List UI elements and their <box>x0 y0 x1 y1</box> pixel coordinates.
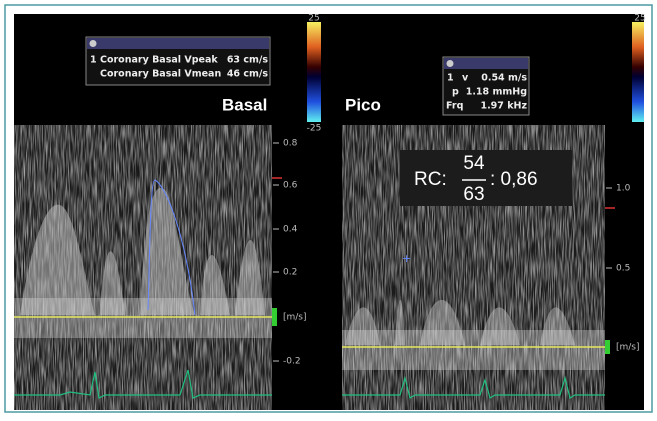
left-info-box: 1 Coronary Basal Vpeak 63 cm/s Coronary … <box>85 36 271 86</box>
info-label: v <box>462 73 469 84</box>
tick-label: 0.8 <box>283 139 298 149</box>
info-value: 0.54 m/s <box>481 73 527 84</box>
rc-denominator: 63 <box>463 184 484 205</box>
tick-label: -0.2 <box>283 357 301 367</box>
colorbar-label: -25 <box>307 124 322 134</box>
tick-label: 0.6 <box>283 181 298 191</box>
info-value: 1.18 mmHg <box>466 87 527 98</box>
panel-label: Basal <box>222 95 267 114</box>
panel-label: Pico <box>345 95 381 114</box>
colorbar-label: 25 <box>634 14 645 24</box>
unit-label: [m/s] <box>283 313 307 323</box>
scales: 0.8 0.6 0.4 0.2 -0.2 [m/s] 1.0 0.5 [m/s] <box>273 139 640 367</box>
rc-numerator: 54 <box>463 153 485 174</box>
left-doppler <box>14 125 282 410</box>
info-index: 1 <box>447 73 454 84</box>
tick-label: 0.4 <box>283 225 298 235</box>
unit-label: [m/s] <box>616 343 640 353</box>
rc-result: : 0,86 <box>490 169 538 190</box>
info-value: 1.97 kHz <box>480 101 527 112</box>
info-label: Coronary Basal Vmean <box>100 69 221 80</box>
info-value: 63 cm/s <box>227 55 269 66</box>
info-value: 46 cm/s <box>227 69 269 80</box>
tick-label: 1.0 <box>616 184 631 194</box>
rc-annotation: RC: 54 63 : 0,86 <box>400 150 572 206</box>
info-index: 1 <box>90 55 97 66</box>
info-label: Frq <box>446 101 463 112</box>
info-label: p <box>452 87 459 98</box>
svg-text:+: + <box>402 252 411 265</box>
rc-label: RC: <box>414 169 447 190</box>
info-label: Coronary Basal Vpeak <box>100 55 218 66</box>
tick-label: 0.5 <box>616 264 630 274</box>
colorbar-label: 25 <box>308 14 319 24</box>
right-info-box: 1 v 0.54 m/s p 1.18 mmHg Frq 1.97 kHz <box>442 56 530 116</box>
colorbar <box>632 22 644 122</box>
colorbar <box>307 22 321 122</box>
tick-label: 0.2 <box>283 268 297 278</box>
